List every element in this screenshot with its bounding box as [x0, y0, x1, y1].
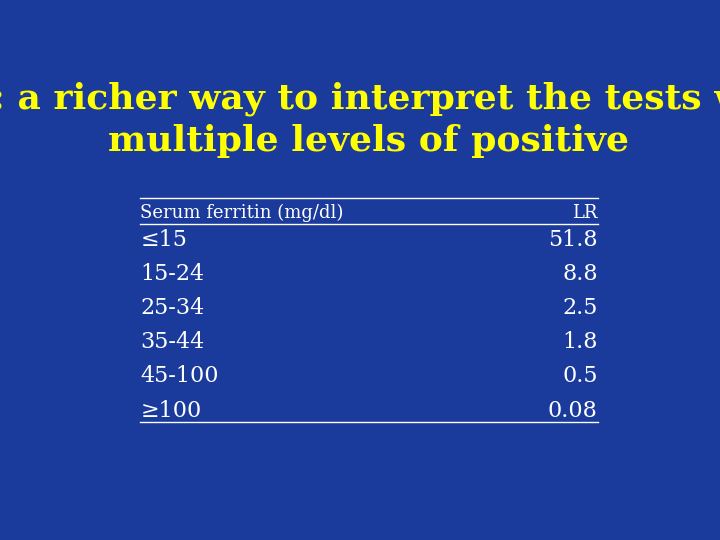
- Text: 15-24: 15-24: [140, 263, 204, 285]
- Text: 35-44: 35-44: [140, 332, 204, 353]
- Text: 2.5: 2.5: [562, 297, 598, 319]
- Text: 0.08: 0.08: [548, 400, 598, 422]
- Text: LR: a richer way to interpret the tests with
multiple levels of positive: LR: a richer way to interpret the tests …: [0, 82, 720, 158]
- Text: 0.5: 0.5: [562, 366, 598, 387]
- Text: ≤15: ≤15: [140, 229, 187, 251]
- Text: 51.8: 51.8: [548, 229, 598, 251]
- Text: Serum ferritin (mg/dl): Serum ferritin (mg/dl): [140, 204, 343, 222]
- Text: 1.8: 1.8: [562, 332, 598, 353]
- Text: 45-100: 45-100: [140, 366, 219, 387]
- Text: LR: LR: [572, 204, 598, 222]
- Text: 25-34: 25-34: [140, 297, 204, 319]
- Text: ≥100: ≥100: [140, 400, 202, 422]
- Text: 8.8: 8.8: [562, 263, 598, 285]
